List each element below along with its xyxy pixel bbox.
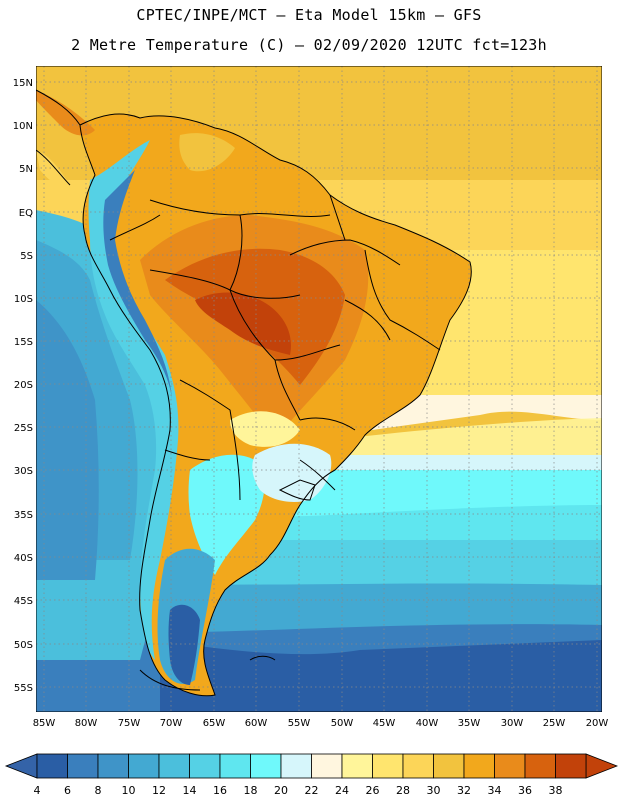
colorbar-label: 32 — [457, 784, 471, 797]
colorbar-swatch — [250, 753, 282, 779]
lat-label: 5N — [19, 164, 33, 175]
lon-label: 40W — [416, 718, 439, 729]
colorbar-label: 34 — [488, 784, 502, 797]
colorbar-label: 16 — [213, 784, 227, 797]
lat-label: 20S — [14, 380, 33, 391]
lon-label: 30W — [501, 718, 524, 729]
colorbar-label: 28 — [396, 784, 410, 797]
colorbar-label: 12 — [152, 784, 166, 797]
lon-label: 55W — [288, 718, 311, 729]
colorbar-label: 8 — [95, 784, 102, 797]
lon-label: 45W — [373, 718, 396, 729]
lat-label: 25S — [14, 423, 33, 434]
lon-label: 35W — [458, 718, 481, 729]
colorbar-label: 38 — [549, 784, 563, 797]
colorbar-swatch — [219, 753, 251, 779]
lat-label: 45S — [14, 596, 33, 607]
longitude-axis: 85W 80W 75W 70W 65W 60W 55W 50W 45W 40W … — [33, 718, 609, 729]
title-line-1: CPTEC/INPE/MCT – Eta Model 15km – GFS — [136, 6, 482, 24]
colorbar-label: 18 — [244, 784, 258, 797]
colorbar-swatch — [341, 753, 373, 779]
colorbar-swatch — [494, 753, 526, 779]
colorbar-swatch — [433, 753, 465, 779]
colorbar-label: 10 — [122, 784, 136, 797]
colorbar-label: 30 — [427, 784, 441, 797]
lon-label: 25W — [543, 718, 566, 729]
lon-label: 20W — [586, 718, 609, 729]
colorbar-swatch — [97, 753, 129, 779]
colorbar-label: 22 — [305, 784, 319, 797]
lon-label: 70W — [160, 718, 183, 729]
lat-label: 5S — [20, 251, 33, 262]
colorbar: 4 6 8 10 12 14 16 18 20 22 24 26 28 30 32 34 36 38 — [4, 753, 618, 797]
colorbar-over-arrow — [585, 753, 618, 779]
colorbar-label: 6 — [64, 784, 71, 797]
lon-label: 60W — [245, 718, 268, 729]
lat-label: 35S — [14, 510, 33, 521]
latitude-axis: 15N 10N 5N EQ 5S 10S 15S 20S 25S 30S 35S… — [13, 78, 33, 694]
colorbar-under-arrow — [4, 753, 38, 779]
colorbar-swatch — [311, 753, 343, 779]
colorbar-swatch — [36, 753, 68, 779]
colorbar-label: 26 — [366, 784, 380, 797]
lat-label: 15S — [14, 337, 33, 348]
lon-label: 50W — [331, 718, 354, 729]
colorbar-label: 24 — [335, 784, 349, 797]
lat-label: 50S — [14, 640, 33, 651]
lat-label: 55S — [14, 683, 33, 694]
colorbar-swatch — [128, 753, 160, 779]
lat-label: 15N — [13, 78, 33, 89]
colorbar-label: 36 — [518, 784, 532, 797]
lat-label: 10S — [14, 294, 33, 305]
colorbar-swatch — [463, 753, 495, 779]
colorbar-swatch — [402, 753, 434, 779]
colorbar-swatch — [158, 753, 190, 779]
colorbar-swatch — [189, 753, 221, 779]
lat-label: 10N — [13, 121, 33, 132]
lat-label: 40S — [14, 553, 33, 564]
lon-label: 75W — [118, 718, 141, 729]
lat-label: 30S — [14, 466, 33, 477]
colorbar-label: 14 — [183, 784, 197, 797]
colorbar-swatch — [524, 753, 556, 779]
colorbar-swatch — [67, 753, 99, 779]
lon-label: 80W — [75, 718, 98, 729]
colorbar-swatch — [280, 753, 312, 779]
lon-label: 65W — [203, 718, 226, 729]
coastlines-borders — [36, 89, 472, 697]
colorbar-swatch — [555, 753, 587, 779]
colorbar-label: 20 — [274, 784, 288, 797]
temperature-field — [36, 66, 602, 712]
colorbar-label: 4 — [34, 784, 41, 797]
colorbar-swatch — [372, 753, 404, 779]
lon-label: 85W — [33, 718, 56, 729]
title-line-2: 2 Metre Temperature (C) – 02/09/2020 12U… — [71, 36, 547, 54]
lat-label: EQ — [19, 208, 33, 219]
